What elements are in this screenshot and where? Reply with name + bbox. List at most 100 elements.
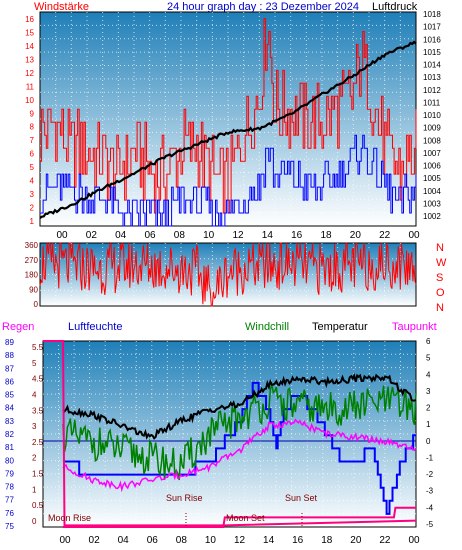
pressure-tick: 1004 xyxy=(423,187,441,196)
time-tick-top: 14 xyxy=(262,230,274,241)
rain-tick: 1.5 xyxy=(32,470,44,479)
time-tick-top: 02 xyxy=(86,230,98,241)
pressure-series xyxy=(39,40,417,219)
rain-tick: 3.5 xyxy=(32,406,44,415)
time-tick-top: 12 xyxy=(232,230,244,241)
wind-direction-grid xyxy=(40,243,416,306)
temperature-humidity-chart: 5.554.543.532.521.510.50 898887868584838… xyxy=(5,337,434,546)
humidity-tick: 89 xyxy=(5,338,14,347)
humidity-tick: 85 xyxy=(5,391,14,400)
time-tick-top: 22 xyxy=(379,230,391,241)
wind-direction-tick: 90 xyxy=(29,285,38,294)
wind-speed-tick: 13 xyxy=(25,55,34,64)
temperature-tick: 2 xyxy=(426,404,431,413)
sun-set-label: Sun Set xyxy=(285,493,318,503)
temperature-tick: -1 xyxy=(426,453,434,462)
rain-tick: 4.5 xyxy=(32,375,44,384)
rain-tick: 5 xyxy=(32,359,37,368)
compass-letter: N xyxy=(436,242,444,254)
humidity-tick: 86 xyxy=(5,377,14,386)
temperature-tick: 5 xyxy=(426,354,431,363)
pressure-tick: 1008 xyxy=(423,136,441,145)
pressure-tick: 1003 xyxy=(423,199,441,208)
wind-speed-axis: 16 15 14 13 12 11 10 9 8 7 6 5 4 3 2 1 xyxy=(25,15,34,226)
humidity-tick: 87 xyxy=(5,364,14,373)
time-tick-bottom: 22 xyxy=(379,535,391,546)
humidity-tick: 76 xyxy=(5,509,14,518)
humidity-tick: 80 xyxy=(5,456,14,465)
time-tick-bottom: 16 xyxy=(292,535,304,546)
rain-tick: 5.5 xyxy=(32,343,44,352)
pressure-tick: 1014 xyxy=(423,61,441,70)
wind-speed-tick: 12 xyxy=(25,69,34,78)
pressure-axis: 1018 1017 1016 1015 1014 1013 1012 1011 1010 1009… xyxy=(423,10,441,221)
wind-speed-tick: 4 xyxy=(30,177,35,186)
temperature-tick: 0 xyxy=(426,437,431,446)
time-tick-bottom: 20 xyxy=(350,535,362,546)
temperature-series xyxy=(62,372,417,440)
temperature-tick: 4 xyxy=(426,370,431,379)
time-tick-top: 00 xyxy=(56,230,68,241)
rain-tick: 0.5 xyxy=(32,501,44,510)
wind-speed-tick: 3 xyxy=(30,190,35,199)
temperature-humidity-series xyxy=(43,340,417,528)
time-tick-top: 20 xyxy=(350,230,362,241)
time-tick-bottom: 00 xyxy=(408,535,420,546)
wind-speed-tick: 15 xyxy=(25,28,34,37)
time-tick-top: 08 xyxy=(174,230,186,241)
pressure-tick: 1013 xyxy=(423,73,441,82)
time-tick-top: 04 xyxy=(115,230,127,241)
time-tick-bottom: 04 xyxy=(118,535,130,546)
humidity-tick: 77 xyxy=(5,496,14,505)
pressure-tick: 1016 xyxy=(423,35,441,44)
rain-series xyxy=(43,340,417,527)
humidity-tick: 79 xyxy=(5,469,14,478)
temperature-tick: 1 xyxy=(426,420,431,429)
time-tick-top: 10 xyxy=(203,230,215,241)
temperature-tick: 6 xyxy=(426,337,431,346)
moon-rise-label: Moon Rise xyxy=(48,513,91,523)
wind-direction-tick: 270 xyxy=(25,256,39,265)
header-left-label: Windstärke xyxy=(34,1,89,13)
wind-pressure-series xyxy=(39,18,417,227)
humidity-tick: 84 xyxy=(5,404,14,413)
pressure-tick: 1006 xyxy=(423,162,441,171)
time-tick-top: 06 xyxy=(144,230,156,241)
pressure-tick: 1010 xyxy=(423,111,441,120)
wind-speed-tick: 8 xyxy=(30,123,35,132)
rain-tick: 0 xyxy=(32,517,37,526)
rain-legend-label: Regen xyxy=(2,321,34,333)
wind-direction-tick: 0 xyxy=(34,300,39,309)
wind-speed-tick: 14 xyxy=(25,42,34,51)
wind-direction-tick: 360 xyxy=(25,241,39,250)
humidity-tick: 75 xyxy=(5,522,14,531)
header-title: 24 hour graph day : 23 Dezember 2024 xyxy=(167,1,359,13)
moon-series xyxy=(63,506,416,528)
humidity-tick: 78 xyxy=(5,483,14,492)
wind-speed-tick: 2 xyxy=(30,204,35,213)
rain-axis: 5.5 5 4.5 4 3.5 3 2.5 2 1.5 1 0.5 0 xyxy=(32,343,44,526)
wind-speed-tick: 6 xyxy=(30,150,35,159)
time-axis-bottom: 00 02 04 06 08 10 12 14 16 18 20 22 00 xyxy=(59,535,420,546)
pressure-tick: 1009 xyxy=(423,124,441,133)
wind-direction-axis: 360 270 180 90 0 xyxy=(25,241,39,309)
wind-speed-tick: 11 xyxy=(26,82,35,91)
compass-letter: S xyxy=(436,272,443,284)
time-tick-top: 00 xyxy=(408,230,420,241)
time-axis-top: 00 02 04 06 08 10 12 14 16 18 20 22 00 xyxy=(56,230,420,241)
compass-letter: N xyxy=(436,302,444,314)
rain-tick: 1 xyxy=(32,485,37,494)
wind-speed-tick: 7 xyxy=(30,136,35,145)
pressure-tick: 1015 xyxy=(423,48,441,57)
compass-letter: O xyxy=(436,287,445,299)
rain-tick: 4 xyxy=(32,390,37,399)
pressure-tick: 1012 xyxy=(423,86,441,95)
time-tick-bottom: 14 xyxy=(263,535,275,546)
time-tick-bottom: 06 xyxy=(147,535,159,546)
humidity-legend-label: Luftfeuchte xyxy=(68,321,122,333)
pressure-tick: 1018 xyxy=(423,10,441,19)
